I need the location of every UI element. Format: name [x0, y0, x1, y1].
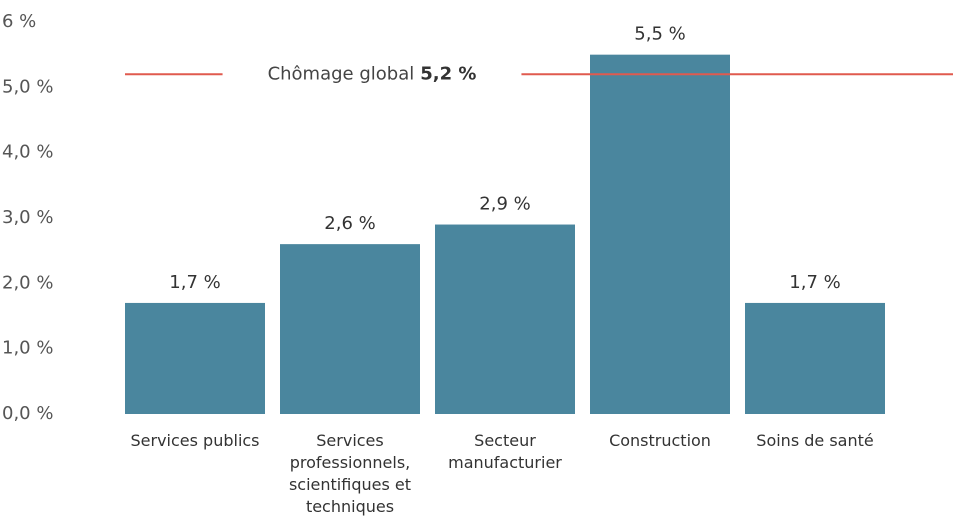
x-tick-label: Services professionnels, scientifiques e… [288, 431, 412, 516]
value-label: 1,7 % [789, 272, 840, 293]
y-tick-label: 2,0 % [2, 272, 53, 293]
bar [125, 302, 265, 414]
value-label: 2,6 % [324, 213, 375, 234]
reference-name: Chômage global [268, 63, 415, 84]
reference-value: 5,2 % [420, 63, 476, 84]
x-tick-label: Services publics [130, 431, 260, 450]
x-tick-label: Construction [609, 431, 711, 450]
y-tick-label: 6 % [2, 11, 36, 32]
y-tick-label: 3,0 % [2, 207, 53, 228]
value-label: 5,5 % [634, 24, 685, 45]
x-tick-label: Soins de santé [756, 431, 874, 450]
bar [280, 244, 420, 414]
bar [745, 302, 885, 414]
y-tick-label: 4,0 % [2, 142, 53, 163]
value-label: 1,7 % [169, 272, 220, 293]
x-tick-label: Secteur manufacturier [448, 431, 562, 472]
y-tick-label: 1,0 % [2, 338, 53, 359]
value-label: 2,9 % [479, 194, 530, 215]
y-tick-label: 0,0 % [2, 403, 53, 424]
bar [590, 54, 730, 415]
reference-label: Chômage global 5,2 % [268, 63, 477, 84]
bar [435, 224, 575, 414]
y-tick-label: 5,0 % [2, 76, 53, 97]
